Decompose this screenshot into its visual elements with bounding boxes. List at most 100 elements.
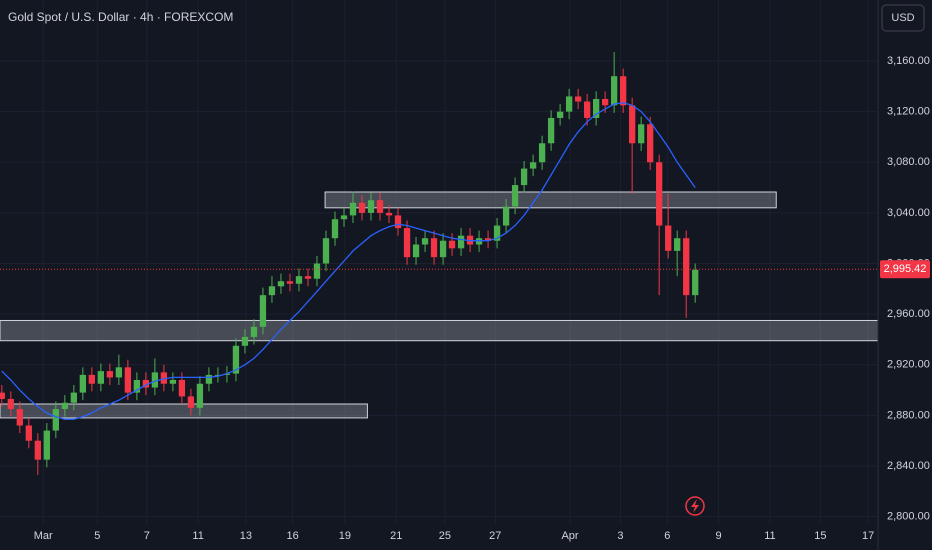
candle-body [583, 101, 591, 118]
candle-body [529, 162, 537, 169]
candle-body [124, 367, 132, 393]
y-tick-label: 2,960.00 [887, 308, 930, 320]
currency-label: USD [891, 12, 914, 24]
alert-bolt [691, 499, 699, 513]
candle-body [151, 372, 159, 388]
x-tick-label: 17 [862, 530, 874, 542]
candle-body [475, 238, 483, 245]
candle-body [79, 374, 86, 393]
candle-body [70, 392, 77, 403]
candle-body [493, 225, 501, 241]
candle-body [367, 200, 375, 213]
candle-body [178, 379, 186, 397]
candle-body [304, 276, 312, 279]
candle-body [394, 215, 402, 229]
x-tick-label: 6 [664, 530, 670, 542]
zone [0, 319, 879, 342]
zone [0, 403, 368, 419]
candle-body [196, 383, 204, 408]
candle-body [385, 212, 393, 216]
candle-body [638, 124, 645, 144]
candle-body [0, 392, 5, 399]
candle-body [538, 143, 546, 163]
candle-body [340, 215, 348, 220]
candle-body [232, 345, 240, 374]
x-tick-label: 25 [439, 530, 451, 542]
y-tick-label: 2,920.00 [887, 359, 930, 371]
candle-body [133, 379, 141, 393]
x-tick-label: 5 [94, 530, 100, 542]
candle-body [674, 238, 681, 251]
candle-body [376, 200, 384, 213]
candle-body [439, 240, 447, 258]
x-tick-label: Apr [561, 530, 578, 542]
candle-body [313, 263, 321, 279]
last-price-label: 2,995.42 [884, 263, 927, 275]
candle-body [43, 430, 50, 460]
candle-body [457, 235, 465, 249]
candle-body [295, 276, 303, 284]
x-tick-label: 21 [390, 530, 402, 542]
chart-title: Gold Spot / U.S. Dollar · 4h · FOREXCOM [8, 10, 233, 24]
candle-body [574, 96, 582, 102]
candle-body [322, 238, 330, 264]
x-tick-label: 19 [339, 530, 351, 542]
y-tick-label: 2,880.00 [887, 409, 930, 421]
x-tick-label: 3 [617, 530, 623, 542]
candle-body [34, 440, 41, 460]
x-tick-label: 16 [287, 530, 299, 542]
alert-icon[interactable] [685, 496, 705, 516]
moving-average [1, 102, 696, 420]
candle-body [547, 117, 555, 144]
y-tick-label: 2,840.00 [887, 460, 930, 472]
candle-body [665, 225, 672, 251]
candle-body [610, 76, 618, 106]
candle-body [349, 202, 357, 216]
candle-body [412, 244, 420, 258]
candle-body [592, 98, 600, 118]
zone [324, 191, 777, 209]
candle-body [502, 206, 510, 226]
candle-body [169, 379, 177, 384]
y-tick-label: 3,040.00 [887, 207, 930, 219]
candle-body [629, 105, 636, 144]
candle-body [88, 374, 96, 384]
candle-body [692, 269, 699, 296]
candle-body [358, 202, 366, 213]
y-tick-label: 2,800.00 [887, 511, 930, 523]
candle-body [97, 371, 105, 384]
candle-body [25, 425, 32, 441]
candle-body [556, 111, 564, 118]
last-price-box [880, 260, 930, 279]
candle-body [214, 374, 222, 376]
candle-body [520, 168, 528, 186]
currency-button[interactable] [881, 4, 925, 32]
candle-body [448, 240, 456, 249]
candle-body [331, 219, 339, 239]
candle-body [106, 371, 114, 378]
y-tick-label: 3,160.00 [887, 55, 930, 67]
candle-body [286, 281, 294, 284]
candle-body [52, 409, 59, 431]
candle-body [205, 374, 213, 384]
candle-body [430, 238, 438, 258]
candle-body [277, 281, 285, 287]
candle-body [259, 295, 267, 327]
y-tick-label: 3,080.00 [887, 156, 930, 168]
candle-body [656, 162, 663, 226]
x-tick-label: 11 [192, 530, 203, 542]
x-tick-label: Mar [34, 530, 53, 542]
candle-body [565, 96, 573, 112]
candle-body [16, 409, 23, 426]
candle-body [115, 367, 123, 378]
x-tick-label: 9 [716, 530, 722, 542]
candle-body [250, 326, 258, 337]
candle-body [61, 402, 68, 410]
x-tick-label: 13 [240, 530, 252, 542]
candle-body [7, 398, 14, 410]
candle-body [683, 238, 690, 296]
